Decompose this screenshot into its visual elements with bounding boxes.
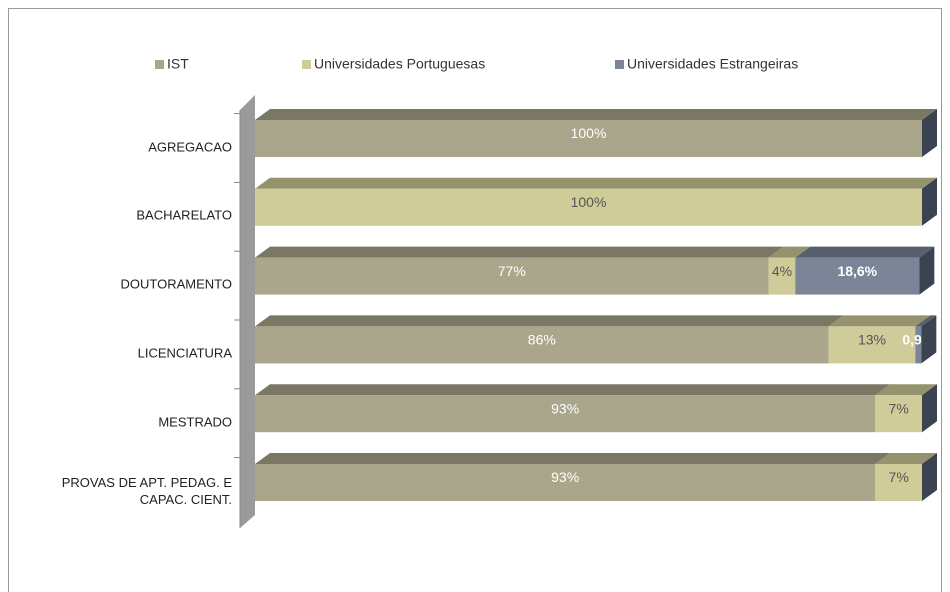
- bar-side: [921, 315, 937, 364]
- bar-side: [922, 177, 937, 226]
- legend-label: Universidades Portuguesas: [314, 56, 485, 72]
- bar-side: [922, 384, 937, 433]
- bar-segment: [768, 257, 796, 295]
- bar-segment: [875, 395, 922, 433]
- bar-segment: [915, 326, 922, 364]
- bar-side: [922, 109, 937, 157]
- bar-segment: [875, 464, 922, 501]
- bar-top: [875, 384, 937, 396]
- bar-segment: [828, 326, 916, 364]
- bar-side: [922, 453, 937, 501]
- legend-swatch: [615, 60, 624, 69]
- category-label: BACHARELATO: [136, 207, 232, 223]
- bar-top: [255, 384, 891, 396]
- bar-side: [919, 246, 935, 295]
- value-label: 4%: [772, 263, 792, 279]
- value-label: 86%: [528, 332, 556, 348]
- value-label: 7%: [889, 400, 909, 416]
- legend-label: Universidades Estrangeiras: [627, 56, 798, 72]
- bar-segment: [255, 395, 876, 433]
- legend-swatch: [155, 60, 164, 69]
- bar-segment: [255, 464, 876, 501]
- value-label: 77%: [498, 263, 526, 279]
- bar-top: [828, 315, 931, 327]
- bar-top: [915, 315, 937, 327]
- value-label: 13%: [858, 332, 886, 348]
- value-label: 100%: [571, 125, 607, 141]
- bar-segment: [255, 120, 922, 157]
- category-label: MESTRADO: [158, 414, 232, 430]
- category-label: LICENCIATURA: [137, 345, 232, 361]
- value-label: 93%: [551, 400, 579, 416]
- category-label: AGREGACAO: [148, 139, 232, 154]
- bar-segment: [255, 188, 922, 226]
- bar-top: [875, 453, 937, 464]
- bar-top: [768, 246, 811, 258]
- category-label: PROVAS DE APT. PEDAG. E CAPAC. CIENT.: [61, 474, 232, 507]
- bar-top: [255, 315, 844, 327]
- bar-top: [255, 177, 937, 189]
- bar-top: [255, 246, 784, 258]
- bar-top: [255, 109, 937, 120]
- value-label: 100%: [571, 194, 607, 210]
- bar-segment: [255, 326, 829, 364]
- value-label: 18,6%: [837, 263, 877, 279]
- bar-top: [795, 246, 935, 258]
- axis-wall: [240, 95, 255, 528]
- legend-label: IST: [167, 56, 189, 72]
- bar-segment: [255, 257, 769, 295]
- legend-swatch: [302, 60, 311, 69]
- value-label: 93%: [551, 469, 579, 485]
- bar-segment: [795, 257, 920, 295]
- value-label: 7%: [889, 469, 909, 485]
- category-label: DOUTORAMENTO: [120, 276, 232, 292]
- bar-top: [255, 453, 891, 464]
